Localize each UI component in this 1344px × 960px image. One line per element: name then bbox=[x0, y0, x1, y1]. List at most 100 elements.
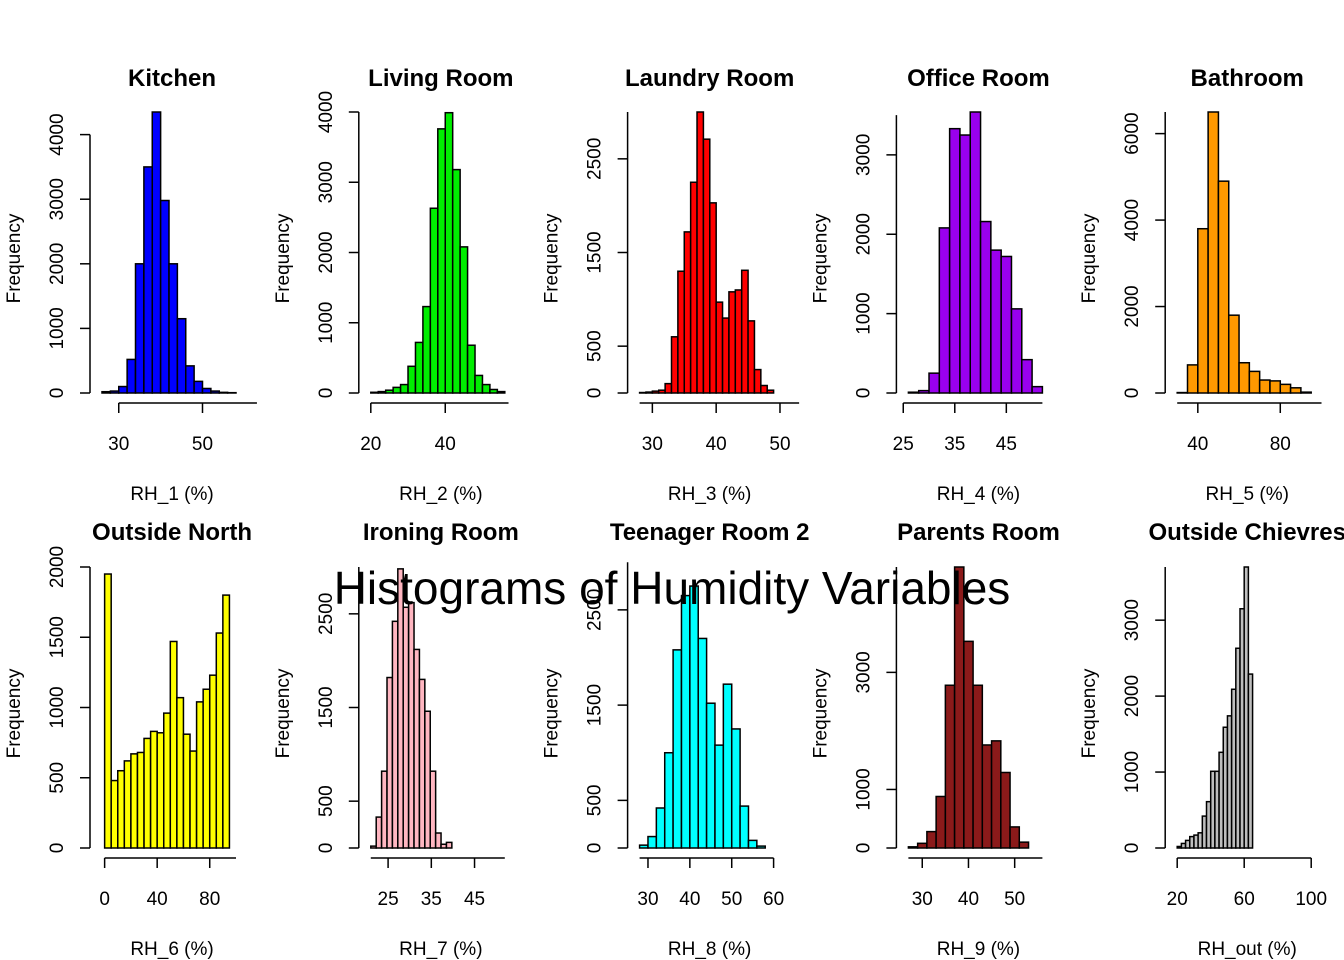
histogram-bar bbox=[715, 301, 724, 394]
y-tick-label: 3000 bbox=[853, 651, 874, 693]
histogram-bar bbox=[663, 751, 674, 849]
histogram-bar bbox=[981, 744, 993, 849]
x-axis: 25 35 45 bbox=[370, 857, 505, 910]
histogram-bar bbox=[1300, 391, 1312, 394]
x-axis: 40 80 bbox=[1177, 402, 1322, 455]
histogram-bar bbox=[151, 111, 162, 394]
y-tick-label: 0 bbox=[585, 388, 606, 399]
histogram-bar bbox=[136, 751, 145, 849]
histogram-bar bbox=[445, 841, 453, 849]
histogram-bar bbox=[1018, 841, 1030, 849]
y-tick-label: 0 bbox=[316, 388, 337, 399]
histogram-bar bbox=[466, 344, 476, 394]
histogram-bar bbox=[1031, 385, 1044, 394]
x-axis-label: RH_7 (%) bbox=[399, 939, 482, 960]
figure-title: Histograms of Humidity Variables bbox=[334, 562, 1011, 614]
y-tick-label: 500 bbox=[47, 762, 68, 794]
histogram-bar bbox=[1207, 111, 1220, 394]
histogram-bar bbox=[1247, 673, 1254, 849]
histogram-bar bbox=[1010, 308, 1023, 394]
histogram-bar bbox=[935, 795, 947, 849]
panel-2: Laundry Room 0 500 1500 2500 Frequency 30 40 50 R… bbox=[542, 65, 800, 505]
panel-0: Kitchen 0 1000 2000 3000 4000 Frequency 30 50 RH_… bbox=[4, 65, 257, 505]
histogram-bar bbox=[437, 128, 446, 394]
y-tick-label: 2000 bbox=[47, 243, 68, 285]
histogram-bar bbox=[944, 684, 956, 849]
histogram-bar bbox=[760, 384, 768, 394]
histogram-bar bbox=[201, 387, 212, 394]
histogram-bar bbox=[418, 678, 426, 849]
x-axis-label: RH_9 (%) bbox=[937, 939, 1020, 960]
x-tick-label: 80 bbox=[199, 889, 220, 910]
histogram-bar bbox=[734, 289, 743, 394]
y-tick-label: 500 bbox=[585, 785, 606, 817]
histogram-bar bbox=[202, 688, 211, 849]
histogram-bar bbox=[722, 683, 733, 849]
histogram-bar bbox=[414, 341, 424, 394]
histogram-bar bbox=[370, 391, 379, 394]
y-axis: 0 1000 2000 3000 bbox=[853, 115, 898, 398]
y-tick-label: 3000 bbox=[853, 134, 874, 176]
histogram-bar bbox=[176, 696, 185, 849]
x-tick-label: 30 bbox=[637, 889, 658, 910]
histogram-bar bbox=[169, 640, 178, 849]
histogram-bar bbox=[938, 227, 951, 394]
panel-title: Bathroom bbox=[1191, 65, 1304, 92]
panel-title: Outside North bbox=[92, 519, 252, 546]
x-tick-label: 35 bbox=[421, 889, 442, 910]
y-tick-label: 0 bbox=[47, 388, 68, 399]
panel-3: Office Room 0 1000 2000 3000 Frequency 25 35 45 R… bbox=[810, 65, 1049, 505]
y-tick-label: 4000 bbox=[47, 113, 68, 155]
histogram-bar bbox=[110, 779, 119, 849]
y-tick-label: 1500 bbox=[47, 616, 68, 658]
histogram-bar bbox=[143, 737, 152, 849]
histogram-bar bbox=[657, 389, 666, 394]
y-axis-label: Frequency bbox=[1079, 668, 1100, 758]
x-tick-label: 50 bbox=[1004, 889, 1025, 910]
x-tick-label: 100 bbox=[1295, 889, 1327, 910]
histogram-bar bbox=[645, 391, 654, 394]
y-tick-label: 1000 bbox=[853, 768, 874, 810]
histogram-bar bbox=[109, 390, 120, 394]
histogram-bar bbox=[916, 842, 928, 849]
histogram-bar bbox=[489, 388, 499, 394]
histogram-bar bbox=[126, 358, 137, 394]
histogram-bar bbox=[123, 760, 132, 849]
y-tick-label: 1000 bbox=[1122, 751, 1143, 793]
histogram-bar bbox=[377, 390, 387, 394]
y-axis: 0 500 1500 2500 bbox=[585, 112, 629, 399]
histogram-bar bbox=[189, 750, 198, 849]
histogram-bar bbox=[215, 632, 224, 849]
panel-5: Outside North 0 500 1000 1500 2000 Frequency 0 4… bbox=[4, 519, 252, 960]
x-tick-label: 50 bbox=[192, 434, 213, 455]
histogram-bar bbox=[1021, 358, 1033, 394]
histogram-bar bbox=[1279, 383, 1292, 394]
histogram-bar bbox=[193, 380, 204, 394]
y-axis: 0 1000 2000 3000 bbox=[1122, 567, 1166, 853]
panel-title: Parents Room bbox=[897, 519, 1060, 546]
x-axis-label: RH_5 (%) bbox=[1206, 484, 1289, 505]
histogram-bar bbox=[424, 710, 431, 849]
y-tick-label: 1000 bbox=[853, 292, 874, 334]
histogram-bar bbox=[208, 674, 218, 849]
histogram-bar bbox=[117, 769, 126, 849]
histogram-bar bbox=[753, 368, 762, 394]
histogram-bar bbox=[375, 816, 383, 849]
panel-6: Ironing Room 0 500 1500 2500 Frequency 25 35 45 R… bbox=[273, 519, 519, 960]
histogram-bar bbox=[101, 390, 112, 394]
histogram-bar bbox=[972, 684, 984, 849]
histogram-bar bbox=[689, 181, 698, 394]
x-axis: 30 40 50 bbox=[639, 402, 800, 455]
y-axis-label: Frequency bbox=[810, 213, 831, 303]
x-axis-label: RH_4 (%) bbox=[937, 484, 1020, 505]
y-tick-label: 1500 bbox=[316, 686, 337, 728]
y-tick-label: 2000 bbox=[853, 213, 874, 255]
y-tick-label: 2500 bbox=[585, 589, 606, 631]
histogram-bar bbox=[168, 263, 179, 394]
x-axis: 20 60 100 bbox=[1167, 857, 1327, 910]
x-axis: 25 35 45 bbox=[893, 402, 1043, 455]
histogram-bar bbox=[182, 733, 191, 849]
y-tick-label: 6000 bbox=[1122, 112, 1143, 154]
y-axis-label: Frequency bbox=[273, 668, 294, 758]
